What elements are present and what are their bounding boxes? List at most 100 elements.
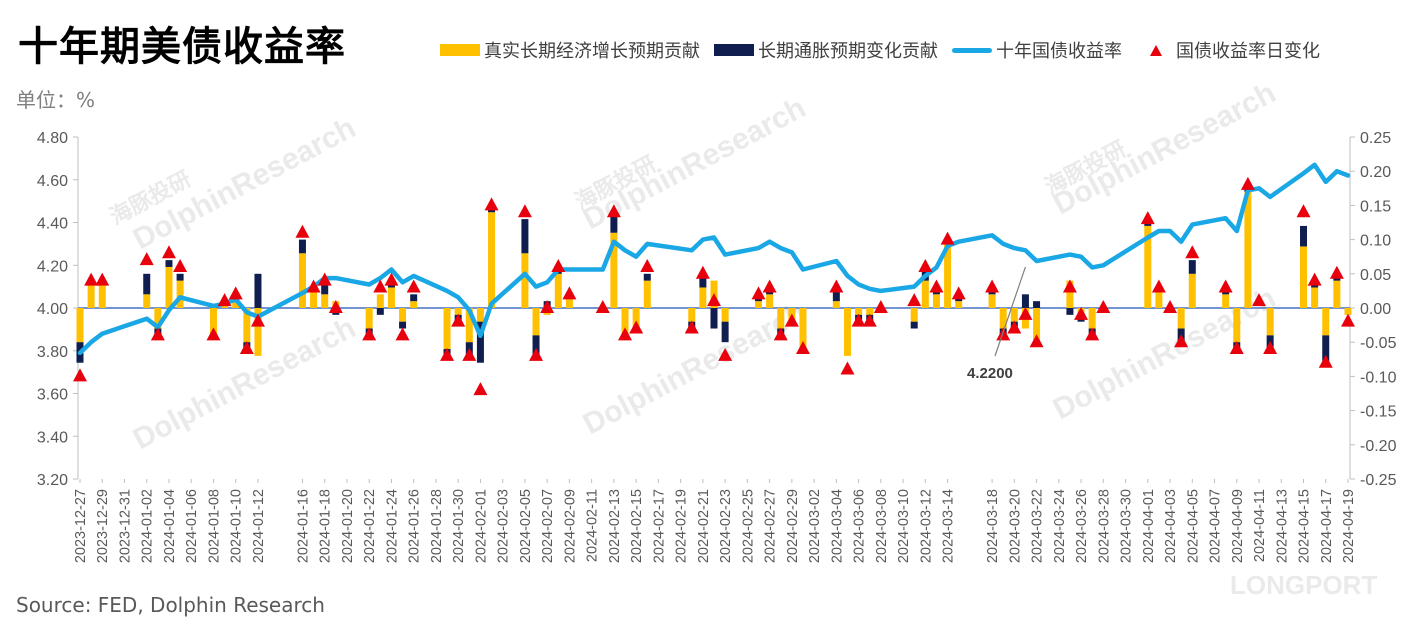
bar-real	[87, 280, 95, 308]
bar-inflation	[910, 321, 918, 329]
change-marker	[206, 327, 221, 341]
x-tick-label: 2024-02-05	[518, 489, 534, 563]
change-marker	[795, 341, 810, 355]
change-marker	[985, 279, 1000, 293]
bar-real	[721, 308, 729, 322]
bar-inflation	[410, 294, 418, 302]
x-tick-label: 2024-01-30	[451, 489, 467, 563]
bar-real	[855, 308, 863, 315]
bar-real	[521, 253, 529, 308]
legend: 真实长期经济增长预期贡献 长期通胀预期变化贡献 十年国债收益率 国债收益率日变化	[440, 37, 1334, 63]
change-marker	[551, 258, 566, 272]
x-tick-label: 2024-01-04	[162, 489, 178, 563]
change-marker	[918, 258, 933, 272]
x-tick-label: 2024-02-19	[674, 489, 690, 563]
x-tick-label: 2024-02-07	[540, 489, 556, 563]
x-tick-label: 2024-04-05	[1185, 489, 1201, 563]
bar-real	[476, 308, 484, 322]
change-marker	[1252, 293, 1267, 307]
change-marker	[773, 327, 788, 341]
bar-real	[766, 294, 774, 308]
y-right-tick-label: 0.10	[1360, 233, 1391, 250]
x-tick-label: 2024-03-22	[1030, 489, 1046, 563]
change-marker	[1085, 327, 1100, 341]
y-left-tick-label: 3.20	[37, 472, 68, 489]
y-right-tick-label: 0.25	[1360, 130, 1391, 147]
bar-real	[1066, 280, 1074, 308]
bar-inflation	[532, 335, 540, 356]
x-tick-label: 2024-04-01	[1141, 489, 1157, 563]
x-tick-label: 2024-02-13	[607, 489, 623, 563]
change-marker	[951, 286, 966, 300]
x-tick-label: 2024-04-07	[1208, 489, 1224, 563]
bar-real	[1222, 294, 1230, 308]
change-marker	[462, 347, 477, 361]
change-marker	[1341, 313, 1355, 327]
bar-real	[232, 301, 240, 308]
bar-real	[1311, 287, 1319, 308]
x-tick-label: 2024-02-17	[651, 489, 667, 563]
bar-real	[777, 308, 785, 329]
bar-real	[1155, 287, 1163, 308]
legend-swatch-change	[1150, 44, 1162, 56]
bar-real	[376, 294, 384, 308]
x-tick-label: 2024-01-12	[251, 489, 267, 563]
bar-real	[944, 239, 952, 308]
x-tick-label: 2024-01-24	[384, 489, 400, 563]
x-tick-label: 2024-04-03	[1163, 489, 1179, 563]
bar-real	[399, 308, 407, 322]
bar-real	[410, 301, 418, 308]
change-marker	[1307, 272, 1322, 286]
change-marker	[929, 279, 944, 293]
x-tick-label: 2024-02-25	[740, 489, 756, 563]
change-marker	[173, 258, 188, 272]
change-marker	[1096, 300, 1111, 313]
x-tick-label: 2024-03-12	[918, 489, 934, 563]
change-marker	[295, 224, 310, 238]
x-tick-label: 2024-03-08	[874, 489, 890, 563]
y-left-tick-label: 4.40	[37, 216, 68, 233]
x-tick-label: 2024-01-02	[140, 489, 156, 563]
change-marker	[95, 272, 110, 286]
legend-label-inflation: 长期通胀预期变化贡献	[758, 41, 938, 62]
bar-real	[554, 273, 562, 308]
change-marker	[762, 279, 777, 293]
change-marker	[684, 320, 699, 334]
x-tick-label: 2024-01-22	[362, 489, 378, 563]
bar-real	[488, 212, 496, 308]
legend-item-real: 真实长期经济增长预期贡献	[440, 37, 700, 63]
x-tick-label: 2024-02-21	[696, 489, 712, 563]
bar-real	[921, 280, 929, 308]
bar-inflation	[143, 273, 151, 295]
bar-inflation	[176, 273, 184, 281]
bar-real	[365, 308, 373, 329]
change-marker	[1140, 211, 1155, 225]
change-marker	[84, 272, 99, 286]
bar-real	[98, 280, 106, 308]
y-right-tick-label: 0.15	[1360, 198, 1391, 215]
bar-inflation	[165, 260, 173, 267]
change-marker	[373, 279, 388, 293]
change-marker	[250, 313, 265, 327]
legend-label-yield: 十年国债收益率	[996, 41, 1122, 62]
x-tick-label: 2024-01-20	[340, 489, 356, 563]
legend-label-change: 国债收益率日变化	[1176, 41, 1320, 62]
bar-real	[443, 308, 451, 350]
x-tick-label: 2024-03-30	[1119, 489, 1135, 563]
bar-inflation	[476, 321, 484, 363]
bar-real	[754, 301, 762, 308]
change-marker	[751, 286, 766, 300]
y-right-tick-label: -0.25	[1360, 472, 1397, 489]
bar-inflation	[710, 308, 718, 329]
axes-layer: 3.20 3.40 3.60 3.80 4.00 4.20 4.40 4.60 4.80 -0.2…	[37, 130, 1397, 563]
bar-inflation	[1300, 225, 1308, 247]
y-right-tick-label: -0.10	[1360, 369, 1397, 386]
change-marker	[1174, 334, 1189, 348]
x-tick-label: 2024-04-19	[1341, 489, 1357, 563]
change-marker	[306, 279, 321, 293]
legend-swatch-real	[440, 44, 480, 56]
bar-real	[454, 308, 462, 315]
legend-item-yield: 十年国债收益率	[952, 37, 1122, 63]
y-left-tick-label: 4.20	[37, 258, 68, 275]
